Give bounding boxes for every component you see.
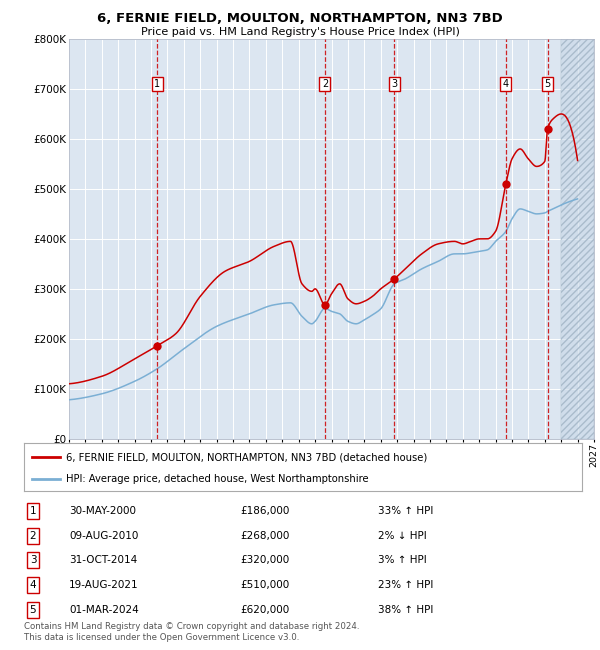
Text: 30-MAY-2000: 30-MAY-2000 — [69, 506, 136, 516]
Text: £320,000: £320,000 — [240, 555, 289, 566]
Text: 19-AUG-2021: 19-AUG-2021 — [69, 580, 139, 590]
Text: 5: 5 — [544, 79, 551, 89]
Text: £510,000: £510,000 — [240, 580, 289, 590]
Text: 31-OCT-2014: 31-OCT-2014 — [69, 555, 137, 566]
Text: 5: 5 — [29, 604, 37, 615]
Text: 23% ↑ HPI: 23% ↑ HPI — [378, 580, 433, 590]
Text: 6, FERNIE FIELD, MOULTON, NORTHAMPTON, NN3 7BD (detached house): 6, FERNIE FIELD, MOULTON, NORTHAMPTON, N… — [66, 452, 427, 462]
Text: 2: 2 — [322, 79, 328, 89]
Text: 3% ↑ HPI: 3% ↑ HPI — [378, 555, 427, 566]
Text: Price paid vs. HM Land Registry's House Price Index (HPI): Price paid vs. HM Land Registry's House … — [140, 27, 460, 37]
Bar — [561, 39, 594, 439]
Text: 2% ↓ HPI: 2% ↓ HPI — [378, 530, 427, 541]
Text: 01-MAR-2024: 01-MAR-2024 — [69, 604, 139, 615]
Text: 09-AUG-2010: 09-AUG-2010 — [69, 530, 139, 541]
Text: £186,000: £186,000 — [240, 506, 289, 516]
Text: 2: 2 — [29, 530, 37, 541]
Text: £268,000: £268,000 — [240, 530, 289, 541]
Text: £620,000: £620,000 — [240, 604, 289, 615]
Text: 1: 1 — [29, 506, 37, 516]
Text: 33% ↑ HPI: 33% ↑ HPI — [378, 506, 433, 516]
Text: 3: 3 — [391, 79, 397, 89]
Text: 6, FERNIE FIELD, MOULTON, NORTHAMPTON, NN3 7BD: 6, FERNIE FIELD, MOULTON, NORTHAMPTON, N… — [97, 12, 503, 25]
Text: 4: 4 — [503, 79, 509, 89]
Bar — [561, 39, 594, 439]
Text: 3: 3 — [29, 555, 37, 566]
Text: HPI: Average price, detached house, West Northamptonshire: HPI: Average price, detached house, West… — [66, 474, 368, 484]
Text: 38% ↑ HPI: 38% ↑ HPI — [378, 604, 433, 615]
Text: Contains HM Land Registry data © Crown copyright and database right 2024.
This d: Contains HM Land Registry data © Crown c… — [24, 622, 359, 642]
Text: 4: 4 — [29, 580, 37, 590]
Text: 1: 1 — [154, 79, 160, 89]
